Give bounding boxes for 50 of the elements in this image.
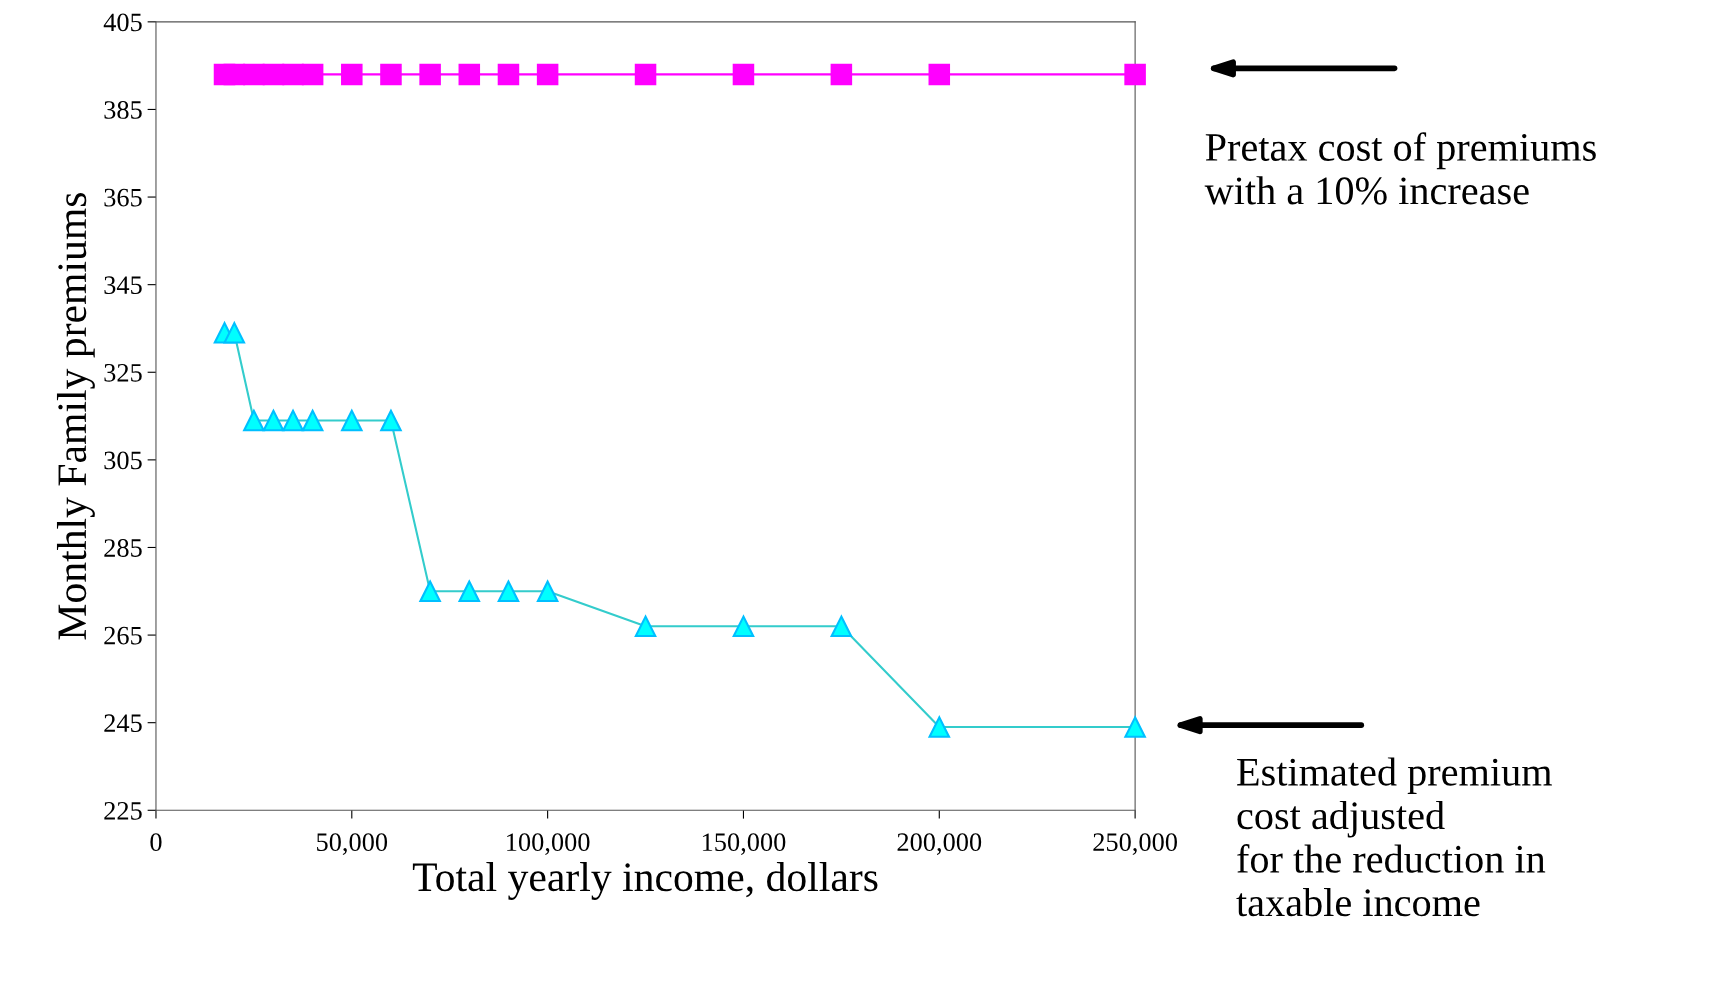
point <box>243 63 265 86</box>
x-axis-title: Total yearly income, dollars <box>412 862 878 900</box>
point <box>497 63 520 86</box>
point <box>341 409 363 432</box>
y-tick-label: 245 <box>104 714 142 733</box>
text: Estimated premium cost adjusted for the reduction in taxable income <box>1236 757 1552 917</box>
y-tick-label: 305 <box>104 451 142 470</box>
point <box>301 63 324 86</box>
point <box>419 63 441 86</box>
point <box>830 615 853 638</box>
point <box>419 580 441 603</box>
point <box>282 409 304 432</box>
x-tick-label: 150,000 <box>702 833 786 855</box>
point <box>282 63 304 86</box>
point <box>380 63 402 86</box>
point <box>458 63 481 86</box>
point <box>536 63 559 86</box>
y-tick-label: 385 <box>104 101 142 119</box>
point <box>458 580 481 603</box>
point <box>223 322 246 344</box>
point <box>1124 716 1146 738</box>
point <box>301 409 324 432</box>
point <box>634 63 657 86</box>
x-tick-label: 100,000 <box>507 833 590 855</box>
y-tick-label: 345 <box>104 276 142 295</box>
y-tick-label: 285 <box>104 539 142 557</box>
point <box>497 580 520 603</box>
y-tick-label: 265 <box>104 626 142 645</box>
y-tick-label: 405 <box>103 13 142 32</box>
point <box>830 63 853 86</box>
point <box>536 580 559 603</box>
point <box>634 615 657 638</box>
point <box>243 409 265 432</box>
text: Pretax cost of premiums with a 10% increase <box>1204 132 1596 205</box>
point <box>1124 63 1146 86</box>
point <box>262 409 285 432</box>
point <box>732 63 755 86</box>
x-tick-label: 250,000 <box>1093 833 1177 855</box>
point <box>732 615 755 638</box>
point <box>928 63 951 86</box>
y-tick-label: 365 <box>104 188 142 207</box>
y-axis-title: Monthly Family premiums <box>56 193 95 640</box>
y-tick-label: 225 <box>104 801 142 820</box>
point <box>341 63 363 86</box>
point <box>380 409 402 432</box>
y-tick-label: 325 <box>104 363 142 382</box>
x-tick-label: 200,000 <box>897 833 982 855</box>
x-tick-label: 0 <box>150 833 162 852</box>
point <box>928 716 951 738</box>
x-tick-label: 50,000 <box>317 833 388 855</box>
